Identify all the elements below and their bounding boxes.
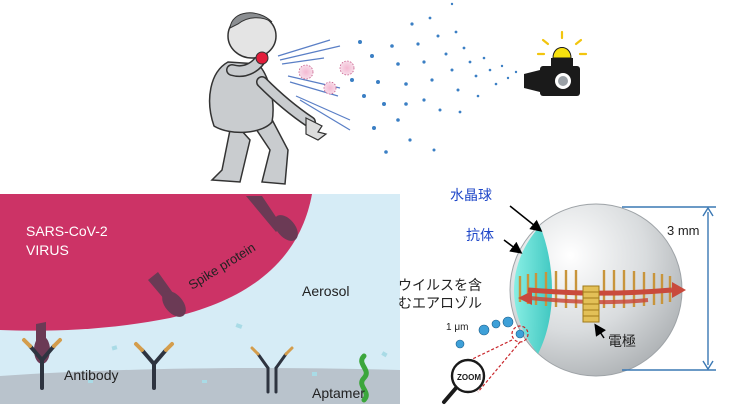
quartz-sensor-panel: 水晶球 抗体 3 mm ウイルスを含 むエアロゾル 1 μm 電極 ZOOM bbox=[398, 187, 716, 404]
aerosol-label-line2: むエアロゾル bbox=[398, 295, 482, 311]
aerosol-droplets bbox=[350, 2, 518, 154]
crystal-sphere-label: 水晶球 bbox=[450, 187, 492, 203]
antibody-pointer-arrow bbox=[503, 239, 523, 254]
zoom-magnifier-icon bbox=[442, 358, 486, 404]
virus-puffs bbox=[298, 60, 355, 95]
crystal-pointer-arrow bbox=[509, 205, 543, 232]
electrode-label: 電極 bbox=[608, 333, 636, 349]
dimension-indicator bbox=[622, 206, 716, 371]
aptamer-strand bbox=[359, 353, 369, 403]
spike-protein-shapes bbox=[34, 196, 298, 364]
aerosol-fragments bbox=[88, 323, 388, 383]
antibody-layer-label: 抗体 bbox=[466, 227, 494, 243]
virus-body bbox=[0, 194, 312, 331]
camera-icon bbox=[524, 30, 588, 96]
aerosol-label: Aerosol bbox=[302, 283, 349, 299]
sphere-size-label: 3 mm bbox=[667, 223, 700, 238]
sneezing-person-illustration bbox=[208, 12, 328, 185]
aerosol-label-line1: ウイルスを含 bbox=[398, 277, 482, 293]
sneeze-spray-lines bbox=[277, 39, 351, 131]
particle-size-label: 1 μm bbox=[446, 322, 468, 333]
electrode-pointer-arrow bbox=[594, 323, 606, 339]
aptamer-label: Aptamer bbox=[312, 385, 365, 401]
sensor-surface bbox=[0, 368, 400, 404]
virus-label-line2: VIRUS bbox=[26, 242, 69, 258]
virus-binding-panel: SARS-CoV-2 VIRUS Spike protein Aerosol A… bbox=[0, 194, 400, 404]
antibody-shapes bbox=[22, 338, 294, 394]
virus-aerosol-particles bbox=[455, 316, 525, 349]
zoom-label: ZOOM bbox=[457, 373, 481, 382]
virus-label-line1: SARS-CoV-2 bbox=[26, 223, 108, 239]
antibody-label: Antibody bbox=[64, 367, 118, 383]
